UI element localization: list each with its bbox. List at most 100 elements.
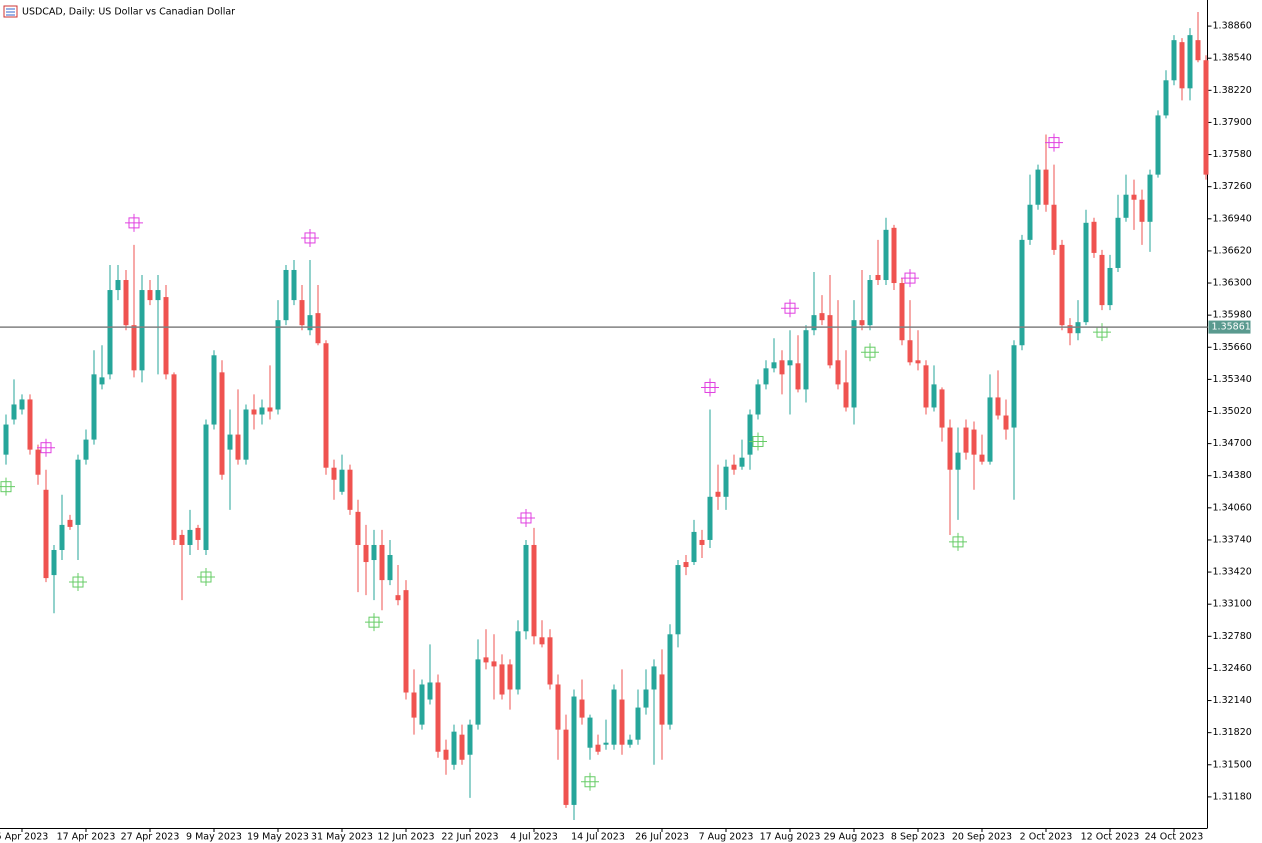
candle-body [323, 343, 329, 468]
candle-body [395, 595, 401, 601]
fractal-marker [861, 343, 879, 362]
candle-body [147, 290, 153, 301]
fractal-marker [1093, 323, 1111, 342]
candle-body [1203, 60, 1209, 175]
price-label-box [1208, 320, 1251, 334]
candle-body [1003, 415, 1009, 430]
x-tick-label: 8 Sep 2023 [891, 832, 945, 843]
y-tick-label: 1.31180 [1213, 791, 1252, 802]
y-tick-label: 1.35660 [1213, 342, 1252, 353]
candle-body [739, 457, 745, 467]
candle-body [579, 699, 585, 718]
candle-body [595, 744, 601, 752]
candle-body [99, 377, 105, 385]
fractal-marker [581, 772, 599, 791]
x-tick-label: 26 Jul 2023 [635, 832, 689, 843]
candle-body [227, 434, 233, 450]
candle-body [907, 340, 913, 363]
fractal-marker [901, 269, 919, 288]
x-tick-label: 17 Aug 2023 [760, 832, 821, 843]
candle-body [515, 631, 521, 690]
candle-body [251, 409, 257, 415]
candle-body [1147, 174, 1153, 222]
candle-body [747, 414, 753, 455]
candle-body [587, 717, 593, 748]
candle-body [107, 290, 113, 375]
y-tick-label: 1.38860 [1213, 21, 1252, 32]
candle-body [1139, 199, 1145, 222]
candle-body [155, 290, 161, 301]
candle-body [627, 739, 633, 745]
candle-body [355, 511, 361, 545]
candle-body [667, 634, 673, 725]
candle-body [731, 464, 737, 470]
candle-body [843, 382, 849, 408]
fractal-marker [301, 228, 319, 247]
candle-body [179, 534, 185, 545]
candle-body [955, 452, 961, 470]
y-tick-label: 1.36940 [1213, 213, 1252, 224]
candle-body [715, 491, 721, 497]
candle-body [1107, 267, 1113, 306]
candle-body [819, 313, 825, 321]
candle-body [811, 315, 817, 331]
candle-body [243, 409, 249, 460]
candle-body [211, 355, 217, 425]
candle-body [1123, 194, 1129, 218]
candle-body [899, 283, 905, 341]
candle-body [419, 684, 425, 725]
y-tick-label: 1.34700 [1213, 438, 1252, 449]
candle-body [235, 434, 241, 460]
candle-body [371, 544, 377, 561]
x-tick-label: 12 Oct 2023 [1081, 832, 1140, 843]
candle-body [1011, 345, 1017, 428]
x-tick-label: 29 Aug 2023 [824, 832, 885, 843]
candle-body [1027, 204, 1033, 240]
candle-body [699, 539, 705, 545]
candle-body [43, 489, 49, 579]
candle-body [67, 519, 73, 527]
fractal-marker [1045, 133, 1063, 152]
candle-body [547, 637, 553, 685]
candle-body [187, 529, 193, 545]
candle-body [75, 459, 81, 525]
y-tick-label: 1.33420 [1213, 567, 1252, 578]
candle-body [1179, 42, 1185, 89]
candle-body [971, 429, 977, 455]
candle-body [763, 368, 769, 385]
candle-body [611, 689, 617, 745]
candle-body [11, 404, 17, 420]
candle-body [1091, 221, 1097, 253]
fractal-marker [69, 573, 87, 592]
fractal-marker [125, 213, 143, 232]
candle-body [1115, 217, 1121, 268]
candle-body [923, 365, 929, 408]
candles [3, 12, 1209, 820]
candle-body [851, 320, 857, 408]
candle-body [27, 399, 33, 450]
candle-body [1067, 325, 1073, 334]
x-tick-label: 22 Jun 2023 [441, 832, 498, 843]
candle-body [83, 439, 89, 460]
y-tick-label: 1.35020 [1213, 406, 1252, 417]
candle-body [203, 424, 209, 550]
candle-body [755, 384, 761, 415]
candle-body [1187, 35, 1193, 89]
candle-body [315, 313, 321, 344]
candle-body [339, 469, 345, 492]
candle-body [91, 374, 97, 440]
candle-body [259, 407, 265, 415]
symbol-icon [3, 5, 18, 18]
candle-body [1171, 40, 1177, 81]
candle-body [131, 325, 137, 371]
fractal-marker [701, 378, 719, 397]
candle-body [987, 397, 993, 462]
candle-body [139, 290, 145, 371]
candle-body [1163, 80, 1169, 116]
candle-body [1099, 254, 1105, 306]
candle-body [331, 467, 337, 480]
x-tick-label: 7 Aug 2023 [699, 832, 754, 843]
